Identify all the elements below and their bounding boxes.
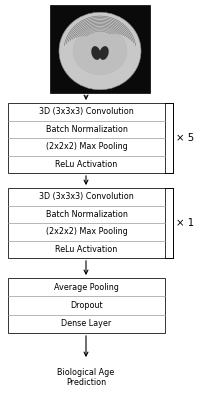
Text: Batch Normalization: Batch Normalization [46,210,127,219]
Text: × 1: × 1 [176,218,194,228]
Text: 3D (3x3x3) Convolution: 3D (3x3x3) Convolution [39,192,134,201]
Text: (2x2x2) Max Pooling: (2x2x2) Max Pooling [46,227,127,236]
Ellipse shape [59,12,141,90]
Bar [8,188,165,258]
Text: 3D (3x3x3) Convolution: 3D (3x3x3) Convolution [39,107,134,116]
Text: Biological Age
Prediction: Biological Age Prediction [57,368,115,387]
Text: × 5: × 5 [176,133,194,143]
Ellipse shape [91,46,101,60]
Text: ReLu Activation: ReLu Activation [55,245,118,254]
Bar [50,5,150,93]
Text: (2x2x2) Max Pooling: (2x2x2) Max Pooling [46,142,127,151]
Ellipse shape [99,46,109,60]
Text: Dense Layer: Dense Layer [61,319,112,328]
Text: Average Pooling: Average Pooling [54,283,119,292]
Bar [8,103,165,173]
Text: ReLu Activation: ReLu Activation [55,160,118,169]
Text: Batch Normalization: Batch Normalization [46,125,127,134]
Text: Dropout: Dropout [70,301,103,310]
Bar [8,278,165,333]
Ellipse shape [73,27,127,75]
